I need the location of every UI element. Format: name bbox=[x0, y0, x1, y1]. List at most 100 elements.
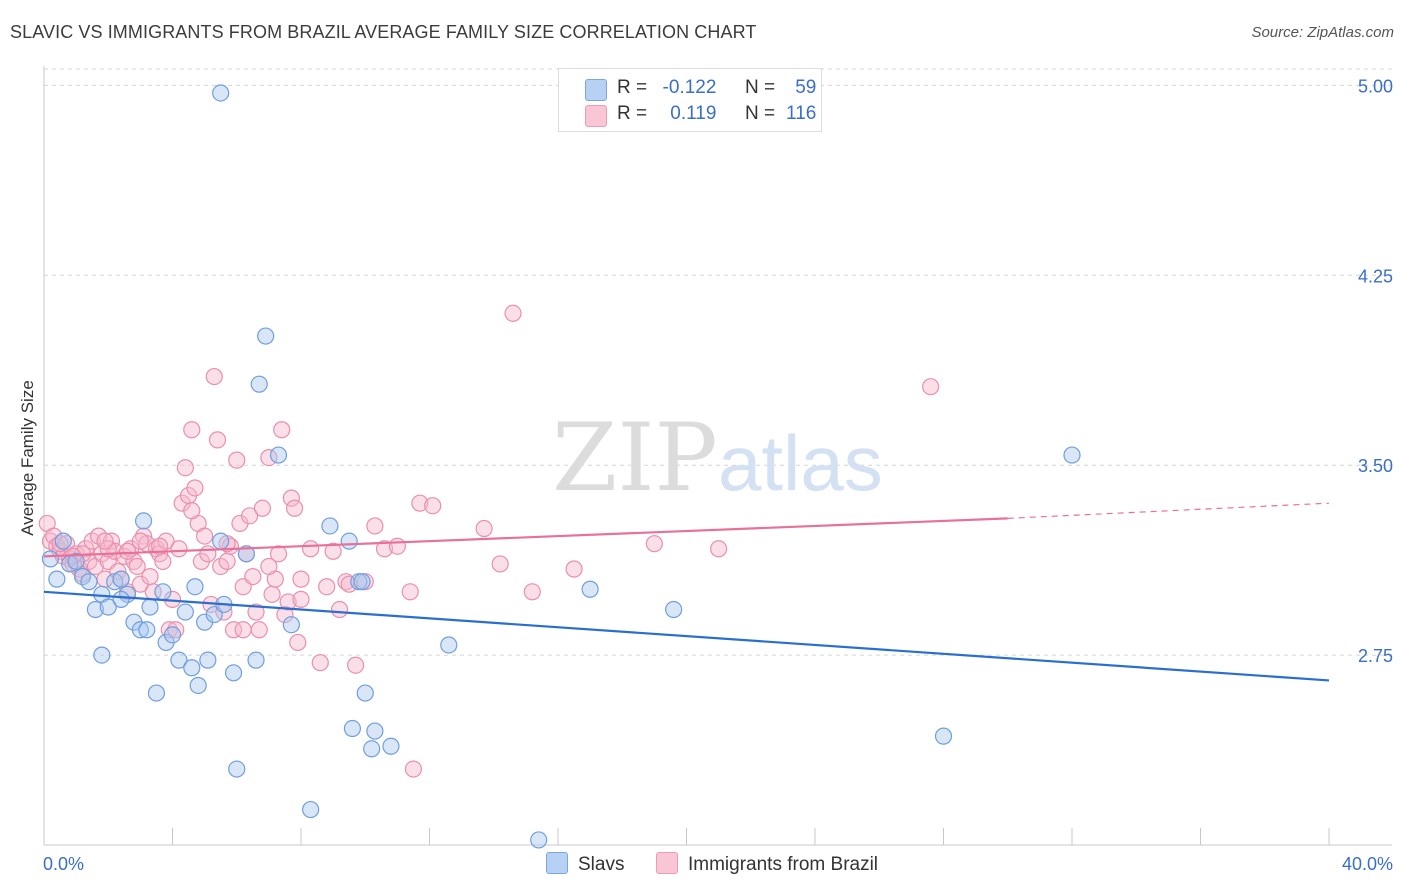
brazil-point-42 bbox=[176, 459, 194, 477]
brazil-point-106 bbox=[340, 575, 358, 593]
brazil-n-value: 116 bbox=[786, 103, 817, 124]
trend-lines bbox=[43, 502, 1330, 682]
slavs-point-22 bbox=[170, 651, 188, 669]
brazil-point-58 bbox=[228, 451, 246, 469]
slavs-point-18 bbox=[147, 684, 166, 702]
legend-item-slavs[interactable]: Slavs bbox=[546, 852, 624, 876]
brazil-point-77 bbox=[292, 570, 310, 588]
slavs-point-47 bbox=[366, 722, 384, 740]
brazil-point-51 bbox=[205, 367, 223, 386]
brazil-point-65 bbox=[250, 621, 268, 639]
slavs-point-53 bbox=[934, 727, 953, 745]
brazil-point-64 bbox=[247, 603, 265, 621]
chart-title: SLAVIC VS IMMIGRANTS FROM BRAZIL AVERAGE… bbox=[10, 22, 757, 42]
slavs-n-value: 59 bbox=[795, 77, 817, 98]
slavs-point-45 bbox=[343, 719, 361, 738]
brazil-point-76 bbox=[289, 633, 307, 652]
legend-item-brazil[interactable]: Immigrants from Brazil bbox=[656, 852, 878, 876]
slavs-point-48 bbox=[382, 737, 400, 755]
brazil-point-75 bbox=[285, 499, 304, 517]
y-tick-label-1: 3.50 bbox=[1358, 456, 1393, 476]
slavs-point-37 bbox=[257, 327, 275, 345]
slavs-point-30 bbox=[212, 532, 230, 550]
slavs-point-0 bbox=[41, 550, 60, 568]
slavs-point-17 bbox=[141, 598, 159, 616]
brazil-point-109 bbox=[183, 502, 201, 520]
slavs-point-23 bbox=[176, 603, 194, 621]
slavs-swatch bbox=[585, 79, 607, 101]
slavs-point-38 bbox=[269, 446, 288, 464]
slavs-point-54 bbox=[1063, 446, 1081, 464]
brazil-point-38 bbox=[160, 621, 178, 639]
brazil-point-88 bbox=[388, 537, 406, 555]
slavs-point-24 bbox=[183, 659, 201, 677]
slavs-n-label: N = bbox=[744, 77, 776, 98]
slavs-point-34 bbox=[237, 545, 255, 563]
slavs-point-46 bbox=[363, 740, 381, 758]
brazil-point-44 bbox=[183, 421, 201, 439]
slavs-point-39 bbox=[282, 616, 300, 634]
slavs-point-56 bbox=[353, 573, 371, 591]
brazil-point-84 bbox=[347, 656, 365, 674]
slavs-point-51 bbox=[581, 580, 599, 598]
slavs-point-50 bbox=[530, 831, 548, 849]
brazil-point-68 bbox=[263, 585, 281, 603]
brazil-point-28 bbox=[128, 557, 146, 576]
slavs-point-49 bbox=[440, 636, 458, 654]
brazil-legend-label: Immigrants from Brazil bbox=[688, 854, 879, 875]
slavs-point-44 bbox=[356, 684, 374, 702]
slavs-point-57 bbox=[138, 621, 156, 639]
slavs-point-10 bbox=[99, 598, 117, 616]
brazil-point-93 bbox=[491, 555, 509, 573]
slavs-r-label: R = bbox=[617, 77, 648, 98]
brazil-point-49 bbox=[199, 545, 217, 563]
correlation-legend: R = -0.122 N = 59 R = 0.119 N = 116 bbox=[558, 68, 822, 132]
brazil-point-40 bbox=[170, 540, 188, 558]
slavs-point-25 bbox=[186, 578, 204, 596]
brazil-point-63 bbox=[244, 568, 262, 586]
brazil-point-86 bbox=[366, 517, 384, 535]
brazil-point-55 bbox=[218, 552, 236, 571]
brazil-point-105 bbox=[292, 590, 310, 608]
brazil-point-72 bbox=[276, 605, 294, 624]
brazil-point-95 bbox=[565, 560, 583, 578]
slavs-point-21 bbox=[163, 626, 182, 644]
slavs-point-7 bbox=[86, 600, 105, 619]
brazil-point-102 bbox=[167, 621, 185, 639]
brazil-point-79 bbox=[311, 654, 329, 672]
slavs-legend-label: Slavs bbox=[578, 854, 625, 875]
brazil-n-label: N = bbox=[744, 103, 776, 124]
brazil-point-78 bbox=[302, 540, 320, 558]
slavs-point-40 bbox=[302, 800, 320, 819]
brazil-point-70 bbox=[269, 545, 288, 563]
watermark-atlas: atlas bbox=[718, 419, 883, 507]
slavs-points bbox=[41, 84, 1081, 849]
slavs-legend-swatch bbox=[546, 852, 568, 874]
slavs-point-33 bbox=[228, 760, 246, 778]
brazil-point-80 bbox=[318, 578, 336, 596]
slavs-point-36 bbox=[250, 375, 268, 393]
slavs-point-19 bbox=[154, 583, 172, 601]
slavs-point-58 bbox=[112, 590, 130, 608]
brazil-point-45 bbox=[186, 479, 204, 497]
brazil-point-101 bbox=[151, 537, 169, 555]
brazil-trend-line bbox=[43, 517, 1008, 558]
brazil-point-110 bbox=[131, 532, 149, 550]
slavs-point-15 bbox=[131, 621, 149, 639]
brazil-point-96 bbox=[645, 535, 663, 553]
brazil-point-57 bbox=[224, 621, 243, 639]
brazil-point-32 bbox=[141, 568, 159, 586]
brazil-point-74 bbox=[282, 489, 300, 507]
brazil-point-97 bbox=[710, 540, 728, 558]
brazil-r-value: 0.119 bbox=[670, 103, 717, 124]
brazil-swatch bbox=[585, 105, 607, 127]
grid-lines bbox=[44, 68, 1392, 656]
brazil-point-112 bbox=[96, 532, 114, 550]
brazil-r-label: R = bbox=[617, 103, 648, 124]
y-tick-labels: 2.75 3.50 4.25 5.00 bbox=[1358, 76, 1393, 666]
brazil-point-99 bbox=[504, 304, 522, 322]
axes bbox=[43, 66, 1392, 846]
brazil-point-73 bbox=[279, 593, 297, 611]
brazil-trend-extension bbox=[1007, 502, 1330, 519]
